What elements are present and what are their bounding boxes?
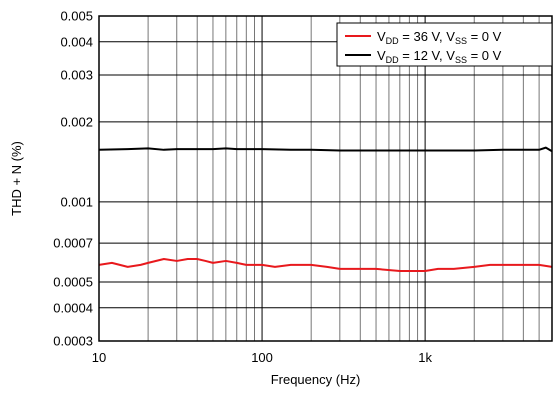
y-tick-label: 0.003 [60, 68, 93, 83]
y-tick-label: 0.001 [60, 194, 93, 209]
y-tick-label: 0.0007 [53, 236, 93, 251]
y-tick-label: 0.0004 [53, 300, 93, 315]
y-axis-title: THD + N (%) [9, 141, 24, 216]
x-tick-label: 100 [251, 350, 273, 365]
legend-box [336, 22, 553, 67]
x-tick-labels: 10 100 1k [92, 350, 433, 365]
plot-frame [98, 15, 553, 342]
y-tick-label: 0.002 [60, 114, 93, 129]
legend: VDD = 36 V, VSS = 0 V VDD = 12 V, VSS = 0… [336, 22, 553, 67]
x-axis-title: Frequency (Hz) [271, 372, 361, 387]
y-tick-label: 0.0003 [53, 334, 93, 349]
series-lines [98, 146, 553, 272]
legend-label: VDD = 12 V, VSS = 0 V [377, 48, 502, 65]
x-tick-label: 10 [92, 350, 106, 365]
y-tick-label: 0.005 [60, 9, 93, 24]
y-tick-labels: 0.005 0.004 0.003 0.002 0.001 0.0007 0.0005 0.0… [53, 9, 93, 349]
series-line-0 [98, 258, 553, 272]
legend-label: VDD = 36 V, VSS = 0 V [377, 29, 502, 46]
series-line-1 [98, 146, 553, 153]
y-tick-label: 0.0005 [53, 274, 93, 289]
y-tick-label: 0.004 [60, 34, 93, 49]
x-tick-label: 1k [418, 350, 432, 365]
